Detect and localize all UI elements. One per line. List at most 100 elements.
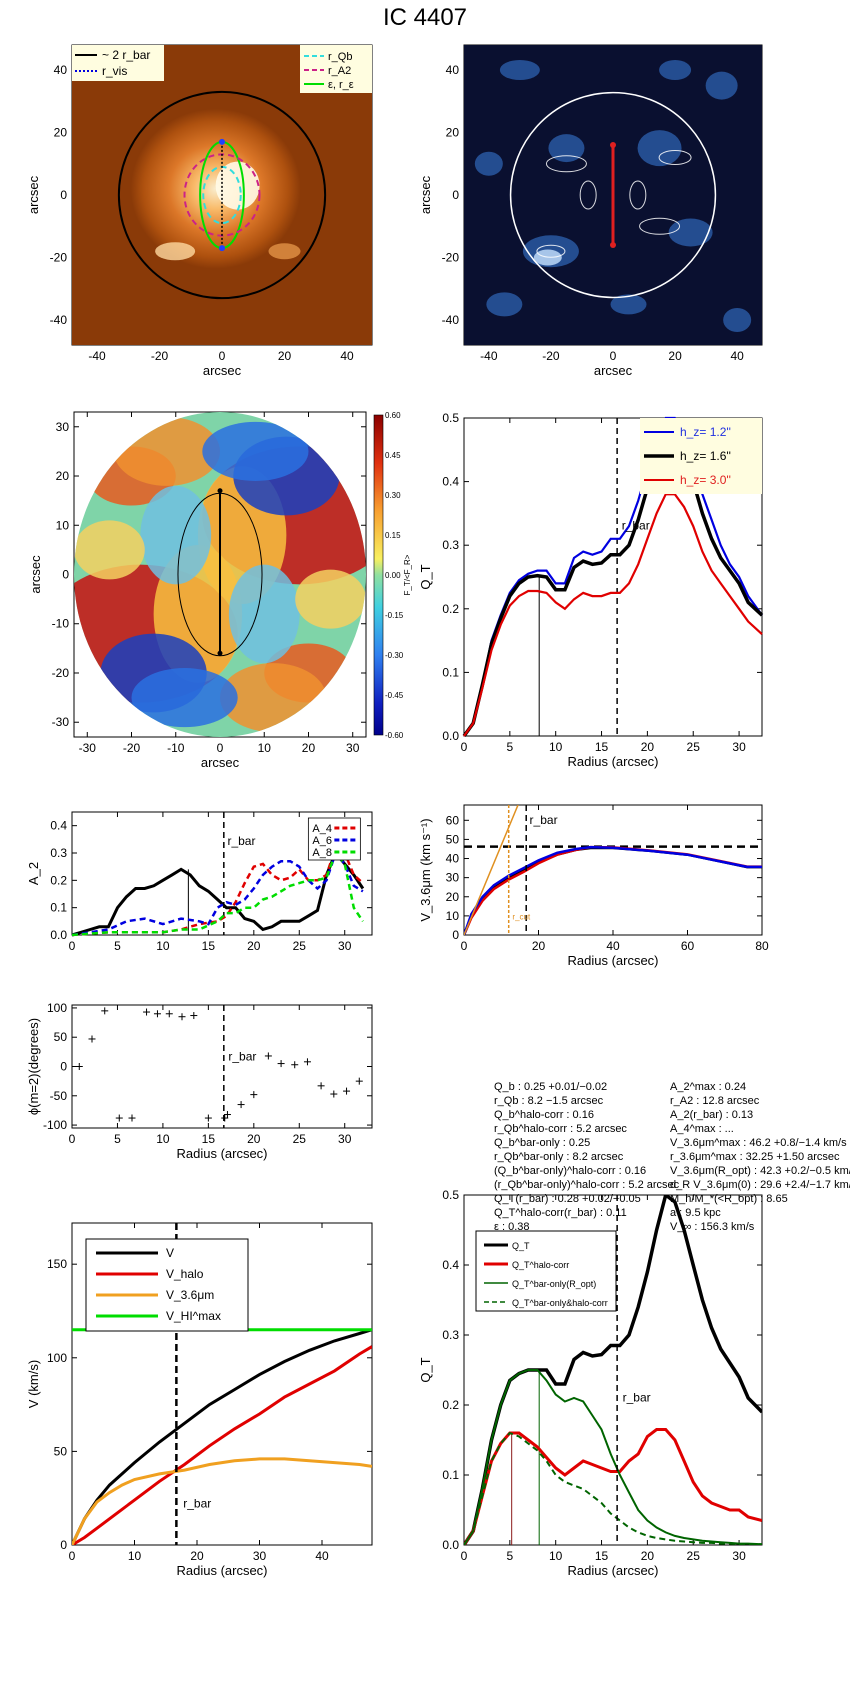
- series-line-2: [464, 845, 762, 935]
- legend-label: r_Qb: [328, 51, 352, 63]
- y-tick-label: 100: [47, 1001, 67, 1015]
- contour: [658, 150, 692, 165]
- y-tick-label: -20: [50, 251, 68, 265]
- x-tick-label: 0: [610, 349, 617, 363]
- legend-label: A_8: [312, 847, 332, 859]
- legend-label: r_A2: [328, 65, 351, 77]
- params-left: Q_b : 0.25 +0.01/−0.02 r_Qb : 8.2 −1.5 ar…: [494, 1080, 680, 1234]
- y-tick-label: 10: [446, 909, 460, 923]
- param-left-7: (r_Qb^bar-only)^halo-corr : 5.2 arcsec: [494, 1179, 680, 1191]
- bar-end-marker: [219, 138, 225, 145]
- heatmap-spot: [74, 520, 145, 580]
- figure-title: IC 4407: [382, 4, 468, 31]
- legend-label: V: [166, 1246, 174, 1260]
- x-tick-label: 80: [755, 939, 769, 953]
- colorbar-tick-label: -0.60: [385, 731, 404, 740]
- x-tick-label: 30: [253, 1549, 267, 1563]
- x-tick-label: 20: [532, 939, 546, 953]
- colorbar-tick-label: 0.15: [385, 531, 401, 540]
- y-tick-label: 0.3: [442, 538, 459, 552]
- x-tick-label: -30: [79, 741, 97, 755]
- series-line-0: [71, 850, 365, 937]
- legend-label: A_6: [312, 835, 332, 847]
- y-tick-label: 10: [56, 518, 70, 532]
- legend-label: A_4: [312, 823, 332, 835]
- x-tick-label: 20: [247, 1132, 261, 1146]
- param-left-2: Q_b^halo-corr : 0.16: [494, 1109, 594, 1121]
- legend-label: ε, r_ε: [328, 79, 354, 91]
- rbar-label: r_bar: [622, 518, 650, 532]
- emission-blob: [723, 308, 752, 332]
- param-right-10: V_∞ : 156.3 km/s: [670, 1221, 755, 1233]
- y-tick-label: 60: [446, 813, 460, 827]
- galaxy-core: [215, 161, 260, 210]
- x-tick-label: 25: [293, 1132, 307, 1146]
- series-line-0: [72, 1328, 372, 1545]
- x-tick-label: 10: [156, 1132, 170, 1146]
- legend-box: [72, 45, 164, 81]
- x-tick-label: 20: [641, 740, 655, 754]
- y-tick-label: 0.5: [442, 411, 459, 425]
- y-tick-label: -40: [442, 313, 460, 327]
- series-line-1: [462, 435, 764, 738]
- x-tick-label: 25: [293, 939, 307, 953]
- param-left-6: (Q_b^bar-only)^halo-corr : 0.16: [494, 1165, 647, 1177]
- colorbar-tick-label: -0.45: [385, 691, 404, 700]
- x-tick-label: 5: [507, 1549, 514, 1563]
- x-tick-label: 20: [278, 349, 292, 363]
- y-tick-label: 0.1: [442, 665, 459, 679]
- panel-1-image: -40 -20 0 20 40 -40 -20 0 20 40 arcsec arcsec ~ 2 r_…: [26, 44, 373, 378]
- y-tick-label: 0.4: [442, 1258, 459, 1272]
- y-tick-label: 30: [446, 871, 460, 885]
- x-tick-label: -20: [123, 741, 141, 755]
- x-tick-label: 60: [681, 939, 695, 953]
- legend-label: ~ 2 r_bar: [102, 48, 150, 62]
- x-tick-label: 30: [346, 741, 360, 755]
- y-tick-label: 0.0: [50, 928, 67, 942]
- x-tick-label: 0: [461, 1549, 468, 1563]
- y-axis-label: arcsec: [28, 555, 43, 594]
- rbar-label: r_bar: [623, 1391, 651, 1405]
- legend-label: h_z= 1.6'': [680, 449, 731, 463]
- y-tick-label: 50: [54, 1030, 68, 1044]
- bar-end-marker: [610, 142, 616, 148]
- rbar-label: r_bar: [228, 1050, 256, 1064]
- param-right-2: A_2(r_bar) : 0.13: [670, 1109, 754, 1121]
- contour: [545, 155, 587, 173]
- y-tick-label: 0: [452, 188, 459, 202]
- y-tick-label: 40: [54, 63, 68, 77]
- plot-area: [464, 805, 762, 935]
- x-tick-label: 0: [69, 1132, 76, 1146]
- y-tick-label: 0: [60, 1538, 67, 1552]
- x-tick-label: 5: [114, 939, 121, 953]
- bar-end-marker: [219, 245, 225, 252]
- y-tick-label: 50: [446, 832, 460, 846]
- y-axis-label: V_3.6μm (km s⁻¹): [418, 818, 433, 921]
- y-tick-label: 150: [47, 1257, 67, 1271]
- y-tick-label: 0.0: [442, 1538, 459, 1552]
- param-right-1: r_A2 : 12.8 arcsec: [670, 1095, 760, 1107]
- y-tick-label: 0.2: [50, 873, 67, 887]
- heatmap-disk: [74, 412, 366, 737]
- series-line-3: [464, 1431, 762, 1545]
- emission-blob: [610, 294, 647, 315]
- heatmap-spot: [295, 569, 366, 629]
- param-left-1: r_Qb : 8.2 −1.5 arcsec: [494, 1095, 604, 1107]
- x-tick-label: 15: [202, 939, 216, 953]
- x-tick-label: 20: [641, 1549, 655, 1563]
- x-tick-label: 40: [730, 349, 744, 363]
- y-tick-label: 50: [54, 1444, 68, 1458]
- y-tick-label: -30: [52, 715, 70, 729]
- x-tick-label: 25: [687, 1549, 701, 1563]
- x-tick-label: 40: [315, 1549, 329, 1563]
- y-tick-label: 0.2: [442, 602, 459, 616]
- x-tick-label: 40: [606, 939, 620, 953]
- contour: [639, 217, 681, 235]
- y-tick-label: 0.4: [50, 819, 67, 833]
- x-tick-label: 15: [202, 1132, 216, 1146]
- x-tick-label: -20: [151, 349, 169, 363]
- x-tick-label: 30: [338, 939, 352, 953]
- y-tick-label: -20: [52, 666, 70, 680]
- x-axis-label: Radius (arcsec): [567, 754, 658, 769]
- bar-end-marker: [217, 488, 223, 494]
